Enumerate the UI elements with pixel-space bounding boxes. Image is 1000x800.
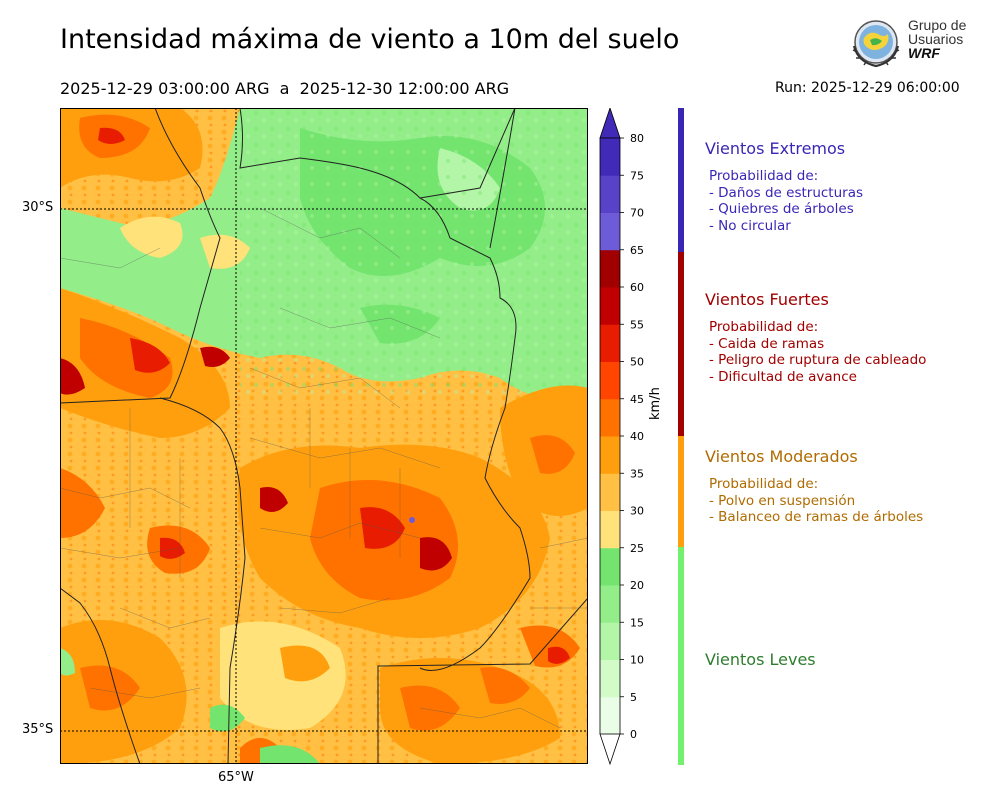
colorbar-swatch [600, 585, 620, 623]
logo-text: Grupo de Usuarios WRF [908, 18, 966, 60]
colorbar-swatch [600, 473, 620, 511]
lat-label-30s: 30°S [22, 200, 54, 215]
colorbar-swatch [600, 622, 620, 660]
colorbar-tick-label: 45 [630, 393, 644, 406]
logo-line-3: WRF [908, 45, 940, 61]
logo-line-1: Grupo de [908, 17, 967, 33]
colorbar-tick-label: 15 [630, 616, 644, 629]
lat-label-35s: 35°S [22, 722, 54, 737]
category-moderados-line: - Polvo en suspensión [709, 492, 856, 509]
category-extremos-line: - Quiebres de árboles [709, 201, 854, 217]
colorbar-tick-label: 30 [630, 505, 644, 518]
colorbar-tick-label: 5 [630, 691, 637, 704]
category-leves: Vientos Leves [705, 650, 816, 679]
category-moderados: Vientos Moderados Probabilidad de: - Pol… [705, 447, 923, 526]
category-extremos-line: - No circular [709, 217, 791, 234]
wind-map [60, 108, 588, 764]
map-frame [60, 108, 588, 764]
category-extremos-title: Vientos Extremos [705, 139, 846, 158]
department-borders [60, 207, 588, 729]
category-fuertes-line: - Peligro de ruptura de cableado [709, 352, 927, 368]
colorbar-unit-label: km/h [648, 387, 663, 420]
colorbar-swatch [600, 659, 620, 698]
colorbar-tick-label: 10 [630, 654, 644, 667]
fuertes-bar [678, 252, 684, 436]
colorbar-swatch [600, 324, 620, 362]
colorbar-swatch [600, 212, 620, 251]
colorbar-tick-label: 60 [630, 281, 644, 294]
colorbar-swatch [600, 398, 620, 437]
colorbar-tick-label: 40 [630, 430, 644, 443]
globe-logo-icon [852, 20, 900, 68]
category-leves-title: Vientos Leves [705, 650, 816, 669]
colorbar-tick-label: 25 [630, 542, 644, 555]
category-fuertes-line: - Dificultad de avance [709, 368, 857, 385]
logo-line-2: Usuarios [908, 31, 964, 47]
colorbar-swatch [600, 249, 620, 288]
run-timestamp: Run: 2025-12-29 06:00:00 [775, 80, 960, 96]
category-moderados-line: - Balanceo de ramas de árboles [709, 509, 924, 525]
category-extremos-line: - Daños de estructuras [709, 184, 864, 201]
colorbar-tick-label: 20 [630, 579, 644, 592]
colorbar-tick-label: 75 [630, 169, 644, 182]
moderados-bar [678, 436, 684, 547]
extremos-bar [678, 108, 684, 252]
colorbar-swatch [600, 510, 620, 549]
category-extremos: Vientos Extremos Probabilidad de: - Daño… [705, 139, 863, 234]
colorbar-tick-label: 70 [630, 207, 644, 220]
colorbar-swatch [600, 361, 620, 400]
colorbar: 0 5 10 15 20 25 30 35 40 45 50 55 60 65 70 75 80 [599, 108, 644, 766]
colorbar-extend-min [599, 733, 621, 766]
grupo-usuarios-wrf-logo: Grupo de Usuarios WRF [848, 16, 978, 72]
colorbar-tick-label: 65 [630, 244, 644, 257]
colorbar-swatch [600, 547, 620, 586]
category-fuertes-subtitle: Probabilidad de: [709, 319, 819, 335]
graticule [60, 108, 588, 764]
colorbar-tick-label: 0 [630, 728, 637, 741]
category-fuertes-line: - Caida de ramas [709, 335, 825, 352]
forecast-period: 2025-12-29 03:00:00 ARG a 2025-12-30 12:… [60, 79, 510, 98]
colorbar-tick-label: 35 [630, 467, 644, 480]
map-title: Intensidad máxima de viento a 10m del su… [60, 24, 680, 55]
colorbar-tick-label: 55 [630, 318, 644, 331]
colorbar-swatch [600, 696, 620, 735]
colorbar-swatch [600, 287, 620, 325]
category-moderados-title: Vientos Moderados [705, 447, 858, 466]
category-moderados-subtitle: Probabilidad de: [709, 476, 819, 492]
leves-bar [678, 547, 684, 765]
category-extremos-subtitle: Probabilidad de: [709, 168, 819, 184]
colorbar-tick-label: 80 [630, 132, 644, 145]
country-province-borders [60, 108, 588, 764]
category-fuertes: Vientos Fuertes Probabilidad de: - Caida… [705, 290, 926, 385]
colorbar-swatch [600, 175, 620, 213]
colorbar-tick-label: 50 [630, 356, 644, 369]
colorbar-swatch [600, 436, 620, 474]
colorbar-extend-max [599, 108, 621, 139]
wind-map-canvas [60, 108, 588, 764]
colorbar-swatch [600, 138, 620, 176]
category-fuertes-title: Vientos Fuertes [705, 290, 829, 309]
lon-label-65w: 65°W [218, 770, 254, 785]
